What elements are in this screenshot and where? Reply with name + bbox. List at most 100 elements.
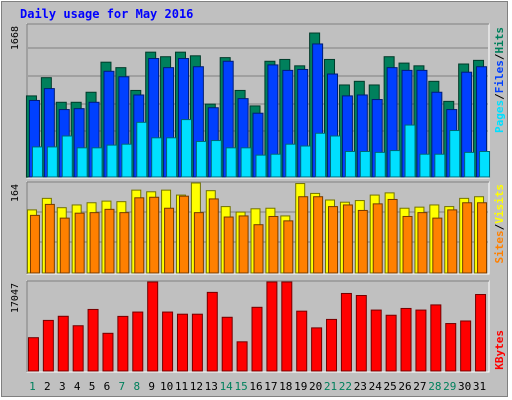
kbytes-bar <box>147 281 159 372</box>
pages-bar <box>449 130 461 178</box>
pages-bar <box>91 147 103 178</box>
kbytes-bar <box>430 304 442 372</box>
kbytes-bar <box>236 341 248 372</box>
x-tick-label: 24 <box>369 380 383 393</box>
pages-bar <box>46 146 58 178</box>
sites-bar <box>119 212 130 274</box>
sites-bar <box>134 197 145 274</box>
kbytes-bar <box>266 281 278 372</box>
x-tick-label: 20 <box>309 380 322 393</box>
x-tick-label: 21 <box>324 380 337 393</box>
kbytes-bar <box>400 307 412 372</box>
pages-bar <box>464 151 476 178</box>
x-tick-label: 17 <box>264 380 277 393</box>
pages-bar <box>61 135 73 178</box>
sites-bar <box>178 195 189 274</box>
pages-bar <box>315 132 327 178</box>
legend-hits-files-pages-part: / <box>493 93 506 100</box>
x-tick-label: 12 <box>190 380 203 393</box>
pages-bar <box>419 153 431 178</box>
x-tick-label: 15 <box>234 380 247 393</box>
kbytes-bar <box>385 314 397 372</box>
x-tick-label: 16 <box>249 380 262 393</box>
x-tick-label: 19 <box>294 380 307 393</box>
x-tick-label: 14 <box>220 380 234 393</box>
legend-visits-sites-part: Sites <box>493 230 506 263</box>
legend-hits-files-pages-part: Pages <box>493 100 506 133</box>
sites-bar <box>283 220 294 274</box>
y-max-label: 164 <box>10 184 21 202</box>
legend-hits-files-pages-part: Files <box>493 60 506 93</box>
x-tick-label: 6 <box>104 380 111 393</box>
visits-sites-panel: 164 <box>10 181 490 275</box>
kbytes-bar <box>370 309 382 372</box>
kbytes-bar <box>87 308 99 372</box>
kbytes-bar <box>42 319 54 372</box>
x-tick-label: 9 <box>148 380 155 393</box>
legend-visits-sites-part: Visits <box>493 184 506 224</box>
x-tick-label: 4 <box>74 380 81 393</box>
kbytes-bar <box>251 306 263 372</box>
pages-bar <box>180 119 192 178</box>
sites-bar <box>328 206 339 274</box>
kbytes-bar <box>27 337 39 372</box>
pages-bar <box>330 135 342 178</box>
sites-bar <box>268 215 279 274</box>
sites-bar <box>164 207 175 274</box>
chart-title: Daily usage for May 2016 <box>20 7 194 21</box>
kbytes-bar <box>72 325 84 372</box>
x-tick-label: 7 <box>119 380 126 393</box>
pages-bar <box>270 153 282 178</box>
hits-files-pages-panel: 1668 <box>10 23 491 179</box>
legend-hits-files-pages-part: / <box>493 53 506 60</box>
sites-bar <box>372 203 383 274</box>
sites-bar <box>208 198 219 274</box>
sites-bar <box>477 202 488 274</box>
sites-bar <box>149 196 160 274</box>
pages-bar <box>300 145 312 178</box>
pages-bar <box>359 150 371 178</box>
x-tick-label: 11 <box>175 380 188 393</box>
sites-bar <box>313 196 324 274</box>
y-max-label: 17047 <box>10 283 21 313</box>
kbytes-bar <box>445 323 457 372</box>
x-tick-label: 18 <box>279 380 292 393</box>
kbytes-bar <box>176 313 188 372</box>
x-tick-label: 25 <box>384 380 397 393</box>
pages-bar <box>121 143 133 178</box>
x-tick-label: 8 <box>133 380 140 393</box>
legend-kbytes: KBytes <box>493 330 506 370</box>
pages-bar <box>255 154 267 178</box>
legend-hits-files-pages: Pages/Files/Hits <box>493 27 506 133</box>
pages-bar <box>76 147 88 178</box>
kbytes-bar <box>340 292 352 372</box>
sites-bar <box>238 215 249 274</box>
x-tick-label: 5 <box>89 380 96 393</box>
sites-bar <box>44 203 55 274</box>
legend-visits-sites-part: / <box>493 223 506 230</box>
kbytes-bar <box>221 316 233 372</box>
x-tick-label: 30 <box>458 380 471 393</box>
sites-bar <box>462 202 473 274</box>
pages-bar <box>240 147 252 178</box>
kbytes-bar <box>296 310 308 372</box>
kbytes-bar <box>355 295 367 372</box>
kbytes-bar <box>117 315 129 372</box>
pages-bar <box>404 124 416 178</box>
x-tick-label: 3 <box>59 380 66 393</box>
x-tick-label: 27 <box>413 380 426 393</box>
pages-bar <box>344 150 356 178</box>
sites-bar <box>432 217 443 274</box>
sites-bar <box>402 215 413 274</box>
pages-bar <box>285 143 297 178</box>
kbytes-bar <box>57 315 69 372</box>
x-tick-label: 13 <box>205 380 218 393</box>
pages-bar <box>106 144 118 178</box>
kbytes-bar <box>460 320 472 372</box>
pages-bar <box>166 137 178 178</box>
x-tick-label: 28 <box>428 380 441 393</box>
pages-bar <box>374 151 386 178</box>
sites-bar <box>104 208 115 274</box>
